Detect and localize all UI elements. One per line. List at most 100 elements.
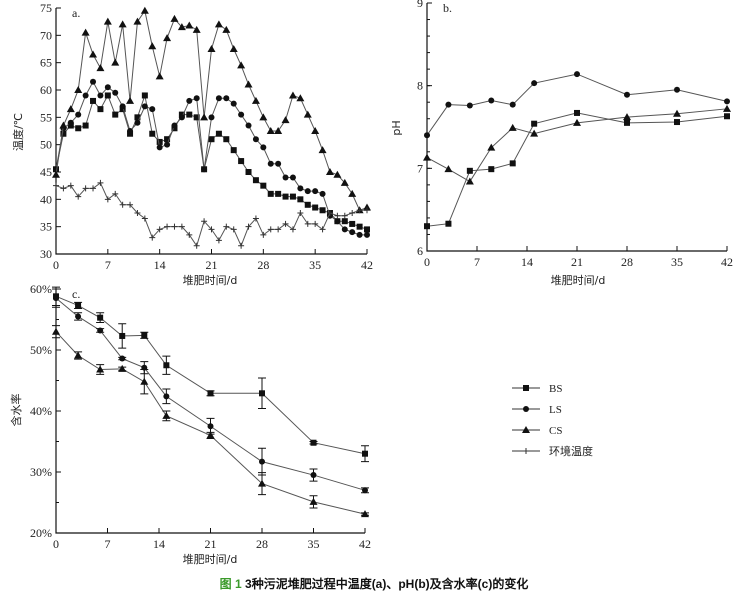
data-point	[624, 119, 630, 126]
data-point	[53, 295, 59, 302]
data-point	[282, 174, 289, 181]
data-point	[112, 111, 119, 118]
data-point	[67, 119, 74, 126]
data-point	[349, 229, 356, 236]
y-tick-label: 65	[40, 56, 52, 70]
data-point	[90, 97, 97, 104]
y-tick-label: 70	[40, 28, 52, 42]
data-point	[162, 411, 171, 419]
data-point	[52, 170, 60, 178]
data-point	[334, 212, 341, 219]
data-point	[119, 201, 126, 208]
series-line-BS	[426, 112, 728, 227]
y-tick-label: 8	[417, 79, 423, 93]
x-tick-label: 42	[361, 258, 373, 272]
data-point	[356, 223, 363, 230]
data-point	[252, 136, 259, 143]
y-tick-label: 40	[40, 192, 52, 206]
data-point	[178, 114, 185, 121]
data-point	[364, 226, 370, 233]
x-tick-label: 28	[621, 255, 633, 269]
data-point	[251, 96, 260, 104]
x-tick-label: 0	[53, 537, 59, 551]
data-point	[119, 332, 126, 339]
data-point	[66, 105, 75, 113]
data-point	[96, 64, 105, 72]
data-point	[297, 185, 304, 192]
data-point	[267, 190, 274, 197]
data-point	[488, 97, 495, 104]
data-point	[509, 101, 516, 108]
x-tick-label: 21	[571, 255, 583, 269]
data-point	[275, 160, 282, 167]
data-point	[163, 34, 172, 42]
data-point	[97, 314, 104, 321]
data-point	[149, 106, 156, 113]
data-point	[89, 50, 98, 58]
data-point	[312, 220, 319, 227]
data-point	[178, 223, 185, 230]
data-point	[326, 210, 333, 216]
data-point	[325, 168, 334, 175]
legend-label: 环境温度	[549, 444, 593, 458]
data-point	[252, 215, 259, 222]
data-point	[310, 439, 317, 446]
data-point	[488, 166, 495, 173]
data-point	[465, 177, 474, 185]
data-point	[149, 130, 156, 137]
data-point	[97, 106, 104, 113]
data-point	[90, 185, 97, 192]
data-point	[487, 143, 496, 151]
data-point	[724, 113, 730, 120]
data-point	[90, 78, 97, 85]
y-tick-label: 7	[417, 161, 423, 175]
data-point	[208, 114, 215, 121]
data-point	[258, 479, 266, 487]
data-point	[103, 17, 112, 25]
data-point	[282, 220, 289, 227]
data-point	[208, 136, 215, 143]
data-point	[363, 203, 371, 211]
data-point	[531, 120, 538, 127]
data-point	[297, 196, 304, 203]
data-point	[319, 226, 326, 233]
data-point	[170, 14, 179, 22]
data-point	[75, 313, 82, 320]
data-point	[364, 231, 370, 238]
x-tick-label: 42	[359, 537, 371, 551]
data-point	[274, 127, 283, 134]
y-tick-label: 35	[40, 220, 52, 234]
data-point	[97, 327, 104, 334]
data-point	[230, 100, 237, 107]
data-point	[319, 207, 326, 214]
data-point	[141, 332, 148, 339]
data-point	[341, 218, 348, 225]
data-point	[148, 42, 157, 50]
data-point	[164, 136, 171, 143]
data-point	[275, 190, 282, 197]
data-point	[53, 182, 59, 189]
data-point	[723, 104, 731, 112]
data-point	[674, 86, 680, 93]
figure-number: 图 1	[219, 577, 242, 591]
x-tick-label: 21	[206, 258, 218, 272]
data-point	[163, 362, 170, 369]
data-point	[260, 182, 267, 189]
legend-marker	[522, 426, 530, 433]
x-tick-label: 35	[309, 258, 321, 272]
data-point	[141, 92, 148, 99]
data-point	[156, 144, 163, 151]
data-point	[238, 158, 245, 165]
data-point	[67, 182, 74, 189]
x-tick-label: 28	[256, 537, 268, 551]
data-point	[81, 28, 90, 36]
data-point	[186, 231, 193, 238]
data-point	[334, 218, 341, 225]
data-point	[192, 25, 201, 33]
data-point	[215, 237, 222, 244]
data-point	[141, 103, 148, 110]
data-point	[177, 23, 186, 31]
data-point	[238, 242, 245, 249]
data-point	[141, 215, 148, 222]
